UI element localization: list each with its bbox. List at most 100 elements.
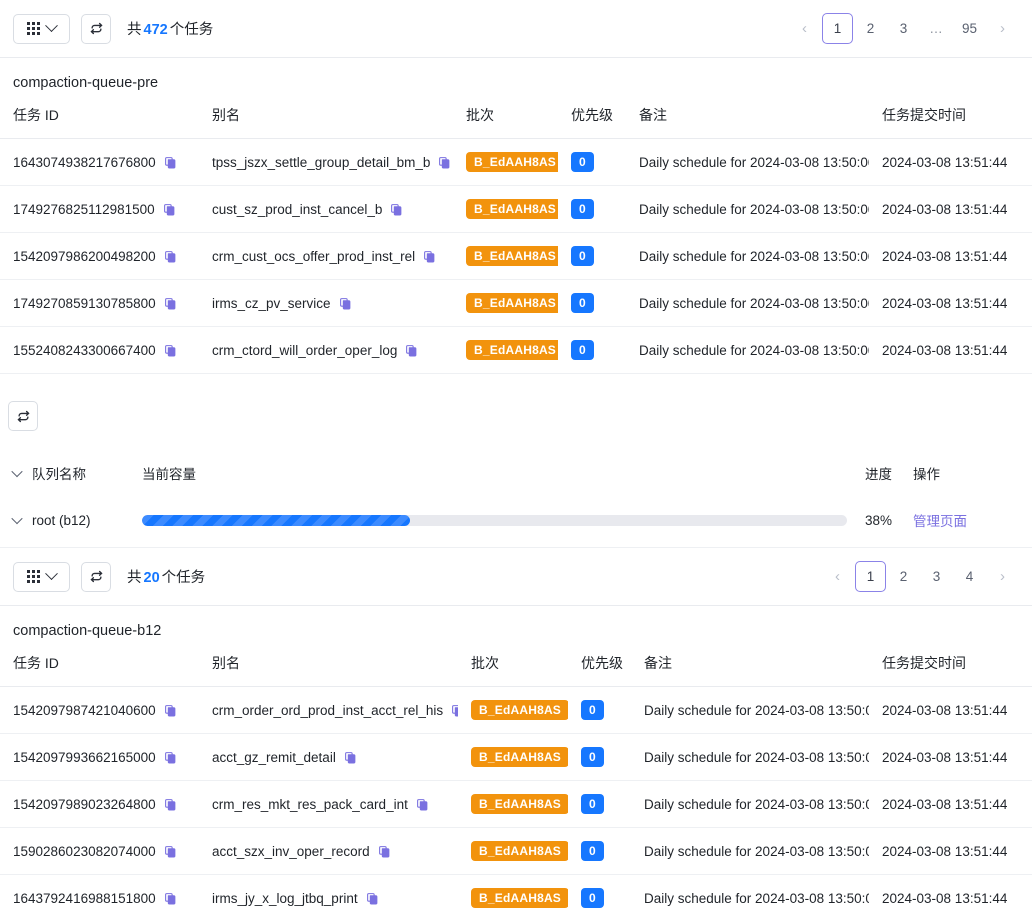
- cell-remark: Daily schedule for 2024-03-08 13:50:00: [631, 874, 869, 918]
- pagination-page-4[interactable]: 4: [965, 569, 974, 584]
- cell-alias: crm_res_mkt_res_pack_card_int: [199, 780, 458, 828]
- copy-icon[interactable]: [451, 704, 458, 717]
- copy-icon[interactable]: [164, 250, 177, 263]
- pagination-page-1[interactable]: 1: [822, 13, 853, 44]
- chevron-down-icon[interactable]: [11, 512, 23, 525]
- chevron-down-icon[interactable]: [11, 465, 23, 478]
- cell-alias: tpss_jszx_settle_group_detail_bm_b: [199, 138, 453, 186]
- cell-batch: B_EdAAH8AS: [458, 827, 568, 875]
- column-header-queue-name: 队列名称: [32, 467, 86, 482]
- cell-alias: cust_sz_prod_inst_cancel_b: [199, 185, 453, 233]
- grid-icon: [27, 570, 40, 583]
- cell-priority: 0: [558, 279, 626, 327]
- task-id-text: 1552408243300667400: [13, 342, 156, 358]
- copy-icon[interactable]: [416, 798, 429, 811]
- column-header-action: 操作: [913, 467, 940, 482]
- cell-priority: 0: [568, 686, 631, 734]
- queue-a-title: compaction-queue-pre: [13, 75, 159, 91]
- priority-badge: 0: [581, 747, 604, 767]
- column-header-priority[interactable]: 优先级: [568, 639, 631, 687]
- cell-alias: crm_cust_ocs_offer_prod_inst_rel: [199, 232, 453, 280]
- pagination-page-3[interactable]: 3: [932, 569, 941, 584]
- pagination-page-2[interactable]: 2: [899, 569, 908, 584]
- manage-page-link[interactable]: 管理页面: [913, 514, 967, 529]
- copy-icon[interactable]: [164, 344, 177, 357]
- batch-badge: B_EdAAH8AS: [466, 199, 558, 219]
- priority-badge: 0: [581, 888, 604, 908]
- cell-submit-time: 2024-03-08 13:51:44: [869, 780, 1032, 828]
- queue-capacity-toolbar: [0, 401, 1032, 431]
- column-header-current-capacity: 当前容量: [142, 467, 196, 482]
- copy-icon[interactable]: [390, 203, 403, 216]
- column-header-submit-time[interactable]: 任务提交时间: [869, 639, 1032, 687]
- copy-icon[interactable]: [164, 297, 177, 310]
- cell-alias: acct_gz_remit_detail: [199, 733, 458, 781]
- copy-icon[interactable]: [339, 297, 352, 310]
- copy-icon[interactable]: [163, 203, 176, 216]
- copy-icon[interactable]: [423, 250, 436, 263]
- pagination-page-3[interactable]: 3: [899, 21, 908, 36]
- column-header-progress: 进度: [865, 467, 892, 482]
- alias-text: cust_sz_prod_inst_cancel_b: [212, 201, 383, 217]
- refresh-button-bottom[interactable]: [81, 561, 111, 592]
- pagination-page-95[interactable]: 95: [961, 21, 978, 36]
- column-header-remark[interactable]: 备注: [631, 639, 869, 687]
- table-row: 1542097989023264800 crm_res_mkt_res_pack_…: [0, 780, 1032, 828]
- table-row: 1749270859130785800 irms_cz_pv_service B_E…: [0, 279, 1032, 327]
- queue-row-name-cell: root (b12): [0, 500, 142, 548]
- cell-remark: Daily schedule for 2024-03-08 13:50:00: [626, 232, 869, 280]
- pagination-ellipsis[interactable]: …: [929, 21, 944, 36]
- column-header-batch[interactable]: 批次: [458, 639, 568, 687]
- alias-text: acct_szx_inv_oper_record: [212, 843, 370, 859]
- task-id-text: 1643074938217676800: [13, 154, 156, 170]
- pagination-prev[interactable]: ‹: [835, 568, 840, 585]
- queue-name: root (b12): [32, 512, 91, 528]
- column-header-alias[interactable]: 别名: [199, 91, 453, 139]
- copy-icon[interactable]: [164, 704, 177, 717]
- pagination-next[interactable]: ›: [1000, 20, 1005, 37]
- capacity-progress-bar: [142, 514, 847, 526]
- queue-capacity-table: 队列名称 当前容量 进度 操作 root (b12): [0, 453, 1032, 548]
- queue-capacity-header-row: 队列名称 当前容量 进度 操作: [0, 453, 1032, 500]
- copy-icon[interactable]: [164, 156, 177, 169]
- pagination-next[interactable]: ›: [1000, 568, 1005, 585]
- cell-remark: Daily schedule for 2024-03-08 13:50:00: [631, 686, 869, 734]
- copy-icon[interactable]: [164, 751, 177, 764]
- column-header-task-id[interactable]: 任务 ID: [0, 91, 199, 139]
- alias-text: irms_cz_pv_service: [212, 295, 331, 311]
- copy-icon[interactable]: [366, 892, 379, 905]
- copy-icon[interactable]: [164, 892, 177, 905]
- cell-alias: crm_order_ord_prod_inst_acct_rel_his: [199, 686, 458, 734]
- grid-view-button-bottom[interactable]: [13, 561, 70, 592]
- copy-icon[interactable]: [344, 751, 357, 764]
- pagination-page-2[interactable]: 2: [866, 21, 875, 36]
- copy-icon[interactable]: [164, 845, 177, 858]
- batch-badge: B_EdAAH8AS: [471, 888, 568, 908]
- cell-priority: 0: [558, 232, 626, 280]
- copy-icon[interactable]: [378, 845, 391, 858]
- column-header-remark[interactable]: 备注: [626, 91, 869, 139]
- grid-view-button[interactable]: [13, 13, 70, 44]
- task-id-text: 1542097993662165000: [13, 749, 156, 765]
- column-header-priority[interactable]: 优先级: [558, 91, 626, 139]
- copy-icon[interactable]: [405, 344, 418, 357]
- toolbar-top: 共 472 个任务 ‹ 1 2 3 … 95 ›: [0, 0, 1032, 58]
- cell-submit-time: 2024-03-08 13:51:44: [869, 874, 1032, 918]
- refresh-button-top[interactable]: [81, 13, 111, 44]
- batch-badge: B_EdAAH8AS: [471, 700, 568, 720]
- refresh-button-queue[interactable]: [8, 401, 38, 431]
- column-header-submit-time[interactable]: 任务提交时间: [869, 91, 1032, 139]
- table-row: 1643792416988151800 irms_jy_x_log_jtbq_pr…: [0, 874, 1032, 918]
- alias-text: crm_order_ord_prod_inst_acct_rel_his: [212, 702, 444, 718]
- cell-priority: 0: [568, 733, 631, 781]
- pagination-page-1[interactable]: 1: [855, 561, 886, 592]
- copy-icon[interactable]: [438, 156, 451, 169]
- column-header-task-id[interactable]: 任务 ID: [0, 639, 199, 687]
- cell-batch: B_EdAAH8AS: [458, 733, 568, 781]
- column-header-batch[interactable]: 批次: [453, 91, 558, 139]
- copy-icon[interactable]: [164, 798, 177, 811]
- cell-submit-time: 2024-03-08 13:51:44: [869, 279, 1032, 327]
- cell-remark: Daily schedule for 2024-03-08 13:50:00: [631, 733, 869, 781]
- pagination-prev[interactable]: ‹: [802, 20, 807, 37]
- column-header-alias[interactable]: 别名: [199, 639, 458, 687]
